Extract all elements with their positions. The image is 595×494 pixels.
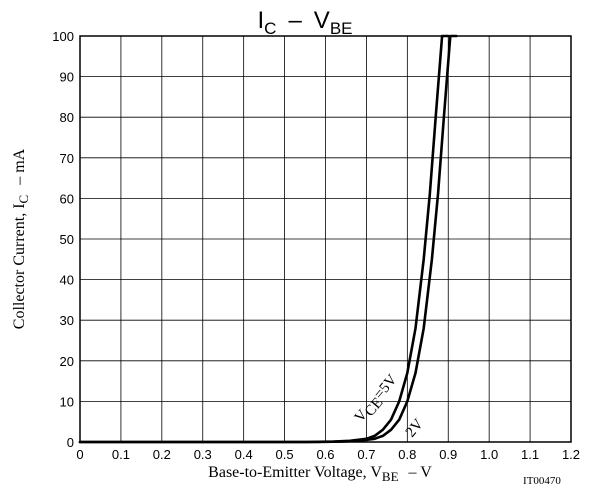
y-axis-label-unit: – mA: [11, 148, 28, 185]
y-tick-label: 10: [60, 394, 74, 409]
chart-title: IC – VBE: [257, 7, 352, 38]
x-axis-label: Base-to-Emitter Voltage, VBE – V: [208, 464, 432, 484]
x-tick-label: 0.8: [398, 447, 416, 462]
y-tick-label: 90: [60, 70, 74, 85]
x-tick-label: 1.1: [521, 447, 539, 462]
x-axis-label-main: Base-to-Emitter Voltage, V: [208, 464, 382, 481]
y-axis-label-sub: C: [16, 195, 31, 204]
x-tick-label: 0.1: [112, 447, 130, 462]
title-i: I: [257, 7, 264, 34]
title-v: V: [314, 7, 330, 34]
y-tick-label: 70: [60, 151, 74, 166]
grid: [79, 35, 572, 443]
x-tick-labels: 0 0.1 0.2 0.3 0.4 0.5 0.6 0.7 0.8 0.9 1.0 1.1 1.2: [76, 447, 580, 462]
x-tick-label: 1.2: [562, 447, 580, 462]
x-tick-label: 1.0: [480, 447, 498, 462]
x-axis-label-sub: BE: [382, 469, 399, 484]
x-tick-label: 0.6: [316, 447, 334, 462]
y-tick-label: 80: [60, 110, 74, 125]
x-tick-label: 0.5: [276, 447, 294, 462]
x-tick-label: 0: [76, 447, 83, 462]
annotation-vce-5v: VCE=5V: [352, 372, 404, 429]
y-tick-labels: 0 10 20 30 40 50 60 70 80 90 100: [52, 29, 74, 450]
y-axis-label: Collector Current, IC – mA: [11, 148, 31, 329]
y-tick-label: 50: [60, 232, 74, 247]
curves: [78, 34, 458, 444]
title-c-subscript: C: [264, 19, 276, 38]
annotation-2v: 2V: [403, 416, 427, 440]
y-tick-label: 40: [60, 273, 74, 288]
figure-id: IT00470: [523, 475, 561, 487]
y-tick-label: 100: [52, 29, 74, 44]
series-line-2v: [78, 34, 458, 444]
x-tick-label: 0.3: [194, 447, 212, 462]
y-tick-label: 60: [60, 191, 74, 206]
x-tick-label: 0.4: [235, 447, 253, 462]
y-tick-label: 20: [60, 354, 74, 369]
y-tick-label: 0: [67, 435, 74, 450]
x-tick-label: 0.2: [153, 447, 171, 462]
x-tick-label: 0.9: [439, 447, 457, 462]
x-axis-label-unit: – V: [408, 464, 433, 481]
y-tick-label: 30: [60, 313, 74, 328]
y-axis-label-main: Collector Current, I: [11, 203, 28, 329]
plot-frame: [79, 35, 572, 443]
x-tick-label: 0.7: [357, 447, 375, 462]
title-dash: –: [288, 7, 302, 34]
title-be-subscript: BE: [330, 19, 353, 38]
